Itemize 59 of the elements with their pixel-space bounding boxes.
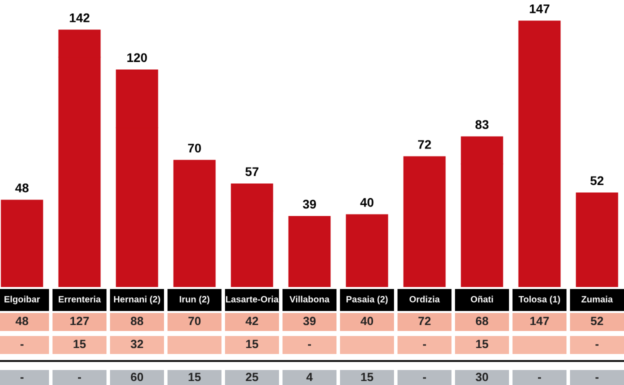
x-tick-label: Elgoibar — [4, 296, 40, 304]
data-label: 15 — [476, 340, 488, 348]
data-label: 32 — [130, 340, 144, 348]
text: - — [78, 377, 81, 379]
data-label: 48 — [16, 316, 28, 326]
text: - — [595, 377, 598, 379]
total-label: 70 — [188, 144, 201, 153]
text: - — [422, 377, 426, 379]
total-label: 72 — [418, 140, 431, 149]
x-tick-label: Pasaia (2) — [346, 296, 388, 304]
text: 30 — [476, 372, 488, 382]
x-tick-label: Irun (2) — [180, 296, 210, 304]
text: - — [20, 344, 24, 346]
text: 25 — [246, 372, 258, 382]
data-label: 127 — [70, 316, 89, 326]
text: 4 — [306, 372, 313, 382]
bar — [288, 216, 331, 287]
x-tick-label: Errenteria — [58, 296, 101, 302]
x-tick-label: Hernani (2) — [114, 296, 160, 304]
data-label: 70 — [188, 316, 201, 326]
x-tick-label: Villabona — [290, 296, 330, 302]
total-label: 39 — [302, 200, 316, 209]
bar — [346, 214, 388, 287]
x-tick-label: Lasarte-Oria — [226, 296, 279, 302]
total-label: 40 — [360, 198, 374, 207]
data-label: 39 — [303, 316, 316, 326]
bar — [518, 20, 561, 287]
total-label: 142 — [70, 13, 90, 22]
bar — [403, 156, 446, 287]
total-label: 52 — [590, 176, 604, 186]
data-label: 88 — [130, 316, 144, 326]
data-label: 147 — [530, 316, 549, 326]
bar — [576, 192, 618, 287]
text: 15 — [361, 372, 374, 382]
text: 15 — [188, 372, 201, 382]
total-label: 83 — [475, 120, 488, 130]
text: - — [595, 344, 598, 346]
bar — [173, 160, 216, 287]
x-tick-label: Ordizia — [410, 296, 440, 302]
bar — [0, 200, 44, 287]
text: - — [538, 377, 541, 379]
total-label: 120 — [127, 53, 147, 62]
text: 60 — [130, 372, 144, 382]
data-label: 15 — [246, 340, 258, 348]
total-label: 147 — [530, 4, 550, 14]
data-label: 40 — [360, 316, 374, 326]
text: - — [422, 344, 426, 346]
text: - — [308, 344, 311, 346]
total-label: 48 — [15, 184, 29, 192]
x-tick-label: Tolosa (1) — [518, 296, 560, 304]
text: - — [20, 377, 24, 379]
data-label: 72 — [418, 316, 431, 326]
data-label: 52 — [590, 316, 604, 326]
x-tick-label: Zumaia — [581, 296, 613, 302]
data-label: 68 — [476, 316, 488, 326]
data-label: 42 — [246, 316, 258, 326]
x-tick-label: Oñati — [470, 296, 493, 302]
data-label: 15 — [74, 340, 86, 348]
total-label: 57 — [245, 167, 258, 176]
